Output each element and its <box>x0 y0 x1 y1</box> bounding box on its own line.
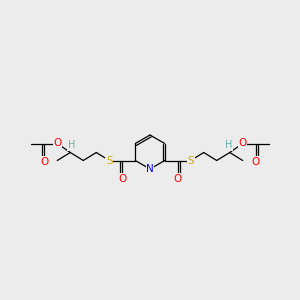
Text: O: O <box>252 157 260 167</box>
Text: S: S <box>188 155 194 166</box>
Text: H: H <box>68 140 75 151</box>
Text: O: O <box>53 139 61 148</box>
Text: O: O <box>174 174 182 184</box>
Text: O: O <box>40 157 48 167</box>
Text: O: O <box>238 139 247 148</box>
Text: N: N <box>146 164 154 174</box>
Text: H: H <box>225 140 232 151</box>
Text: O: O <box>118 174 126 184</box>
Text: S: S <box>106 155 112 166</box>
